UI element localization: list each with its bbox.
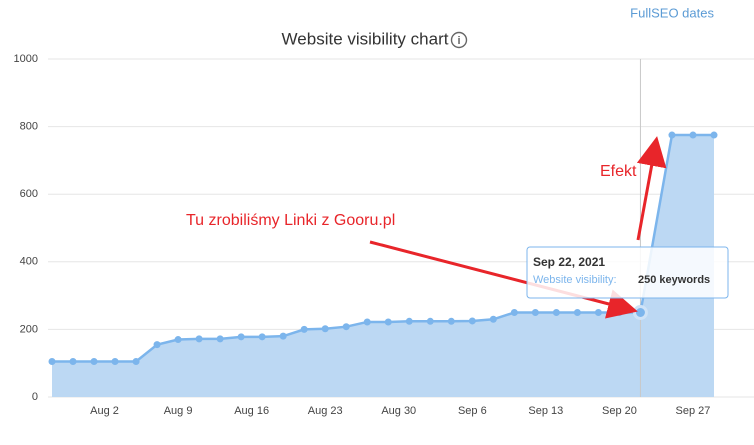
data-point	[90, 358, 98, 366]
tooltip-label: Website visibility:	[533, 274, 617, 286]
data-point	[668, 131, 676, 139]
x-tick-label: Aug 30	[381, 405, 416, 417]
data-point	[342, 323, 350, 331]
x-tick-label: Aug 2	[90, 405, 119, 417]
data-point	[258, 333, 266, 341]
tooltip-date: Sep 22, 2021	[533, 255, 605, 269]
data-point	[153, 341, 161, 349]
data-point	[594, 309, 602, 316]
data-point	[132, 358, 140, 366]
x-tick-label: Sep 20	[602, 405, 637, 417]
data-point	[237, 333, 245, 341]
data-point	[69, 358, 77, 366]
x-tick-label: Sep 13	[528, 405, 563, 417]
x-tick-label: Sep 6	[458, 405, 487, 417]
x-tick-label: Aug 16	[234, 405, 269, 417]
data-point	[111, 358, 119, 366]
data-point	[447, 317, 455, 325]
data-point	[489, 315, 497, 323]
data-point	[48, 358, 56, 366]
data-point	[632, 305, 648, 320]
data-point	[468, 317, 476, 325]
data-point	[279, 332, 287, 340]
data-point	[615, 309, 623, 316]
data-point	[510, 309, 518, 316]
x-tick-label: Aug 23	[308, 405, 343, 417]
y-tick-label: 400	[20, 256, 38, 268]
data-point	[384, 318, 392, 326]
data-point	[531, 309, 539, 316]
annotation: Efekt	[600, 163, 637, 180]
chart-title: Website visibility chart	[282, 29, 449, 48]
data-point	[321, 325, 329, 333]
y-tick-label: 200	[20, 323, 38, 335]
data-point	[426, 317, 434, 325]
info-icon[interactable]: i	[450, 31, 468, 49]
area	[52, 135, 714, 398]
data-point	[710, 131, 718, 139]
data-point	[689, 131, 697, 139]
data-point	[195, 335, 203, 343]
y-tick-label: 0	[32, 391, 38, 403]
y-tick-label: 800	[20, 121, 38, 133]
data-point	[174, 336, 182, 344]
data-point	[573, 309, 581, 316]
x-tick-label: Sep 27	[676, 405, 711, 417]
tooltip-value: 250 keywords	[638, 274, 710, 286]
y-tick-label: 1000	[14, 53, 38, 65]
data-point	[216, 335, 224, 343]
data-point	[405, 317, 413, 325]
dates-link[interactable]: FullSEO dates	[630, 5, 714, 20]
svg-text:i: i	[457, 35, 460, 47]
data-point	[300, 325, 308, 333]
line	[52, 133, 714, 363]
annotation: Tu zrobiliśmy Linki z Gooru.pl	[186, 212, 395, 229]
x-tick-label: Aug 9	[164, 405, 193, 417]
arrow	[636, 136, 667, 241]
arrow	[369, 240, 638, 319]
y-tick-label: 600	[20, 188, 38, 200]
tooltip: Sep 22, 2021 Website visibility: 250 key…	[526, 246, 729, 299]
data-point	[552, 309, 560, 316]
data-point	[363, 318, 371, 326]
